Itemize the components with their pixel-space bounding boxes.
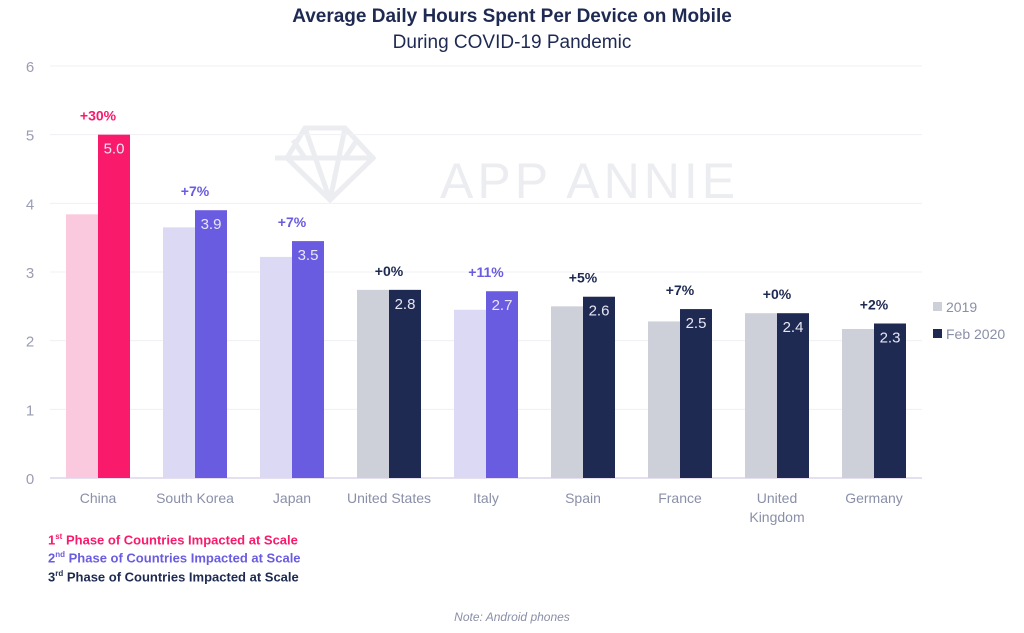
bar-2019 xyxy=(260,256,292,478)
x-tick-label: China xyxy=(80,490,117,506)
data-label: 2.8 xyxy=(395,296,416,313)
bar-2019 xyxy=(454,309,486,478)
y-tick-label: 0 xyxy=(26,471,34,488)
change-label: +30% xyxy=(80,108,117,124)
bar-feb-2020 xyxy=(486,291,518,478)
data-label: 5.0 xyxy=(104,141,125,158)
phase-legend-2: 2nd Phase of Countries Impacted at Scale xyxy=(48,550,301,566)
x-tick-label: United xyxy=(757,490,797,506)
y-tick-label: 4 xyxy=(26,196,34,213)
legend-swatch-2019 xyxy=(933,302,942,311)
x-tick-label: United States xyxy=(347,490,431,506)
y-tick-label: 5 xyxy=(26,128,34,145)
data-label: 3.5 xyxy=(298,247,319,264)
y-tick-label: 6 xyxy=(26,59,34,76)
bar-2019 xyxy=(357,289,389,478)
watermark-diamond-icon xyxy=(275,125,377,204)
data-label: 2.6 xyxy=(589,303,610,320)
data-label: 2.5 xyxy=(686,315,707,332)
change-label: +2% xyxy=(860,297,889,313)
change-label: +0% xyxy=(375,263,404,279)
x-tick-label: Germany xyxy=(845,490,903,506)
bar-feb-2020 xyxy=(98,134,130,478)
change-label: +11% xyxy=(468,264,504,280)
bar-2019 xyxy=(648,321,680,478)
change-label: +5% xyxy=(569,270,598,286)
phase-legend-3: 3rd Phase of Countries Impacted at Scale xyxy=(48,569,299,585)
legend-label-2019: 2019 xyxy=(946,299,977,315)
data-label: 2.7 xyxy=(492,297,513,314)
x-tick-label: Italy xyxy=(473,490,499,506)
x-tick-label: Spain xyxy=(565,490,601,506)
chart-title: Average Daily Hours Spent Per Device on … xyxy=(292,6,732,27)
change-label: +7% xyxy=(666,282,695,298)
bar-2019 xyxy=(842,328,874,478)
x-tick-label: South Korea xyxy=(156,490,234,506)
y-tick-label: 1 xyxy=(26,402,34,419)
x-tick-label: Kingdom xyxy=(749,509,804,525)
bar-feb-2020 xyxy=(680,309,712,478)
bar-2019 xyxy=(551,306,583,478)
bar-feb-2020 xyxy=(389,289,421,478)
change-label: +7% xyxy=(181,183,210,199)
legend-label-feb-2020: Feb 2020 xyxy=(946,326,1005,342)
footnote: Note: Android phones xyxy=(454,610,570,624)
x-tick-label: Japan xyxy=(273,490,311,506)
y-tick-label: 2 xyxy=(26,334,34,351)
bar-feb-2020 xyxy=(195,210,227,478)
bar-2019 xyxy=(745,313,777,478)
bar-feb-2020 xyxy=(874,323,906,478)
bar-feb-2020 xyxy=(777,313,809,478)
bar-feb-2020 xyxy=(583,296,615,478)
data-label: 2.4 xyxy=(783,319,804,336)
x-tick-label: France xyxy=(658,490,702,506)
watermark-text: APP ANNIE xyxy=(440,153,739,209)
change-label: +0% xyxy=(763,286,792,302)
data-label: 3.9 xyxy=(201,216,222,233)
change-label: +7% xyxy=(278,214,307,230)
bar-feb-2020 xyxy=(292,241,324,478)
bar-2019 xyxy=(66,214,98,478)
legend-swatch-feb-2020 xyxy=(933,329,942,338)
data-label: 2.3 xyxy=(880,330,901,347)
chart-subtitle: During COVID-19 Pandemic xyxy=(392,32,632,53)
y-tick-label: 3 xyxy=(26,265,34,282)
bar-2019 xyxy=(163,227,195,478)
phase-legend-1: 1st Phase of Countries Impacted at Scale xyxy=(48,532,298,548)
